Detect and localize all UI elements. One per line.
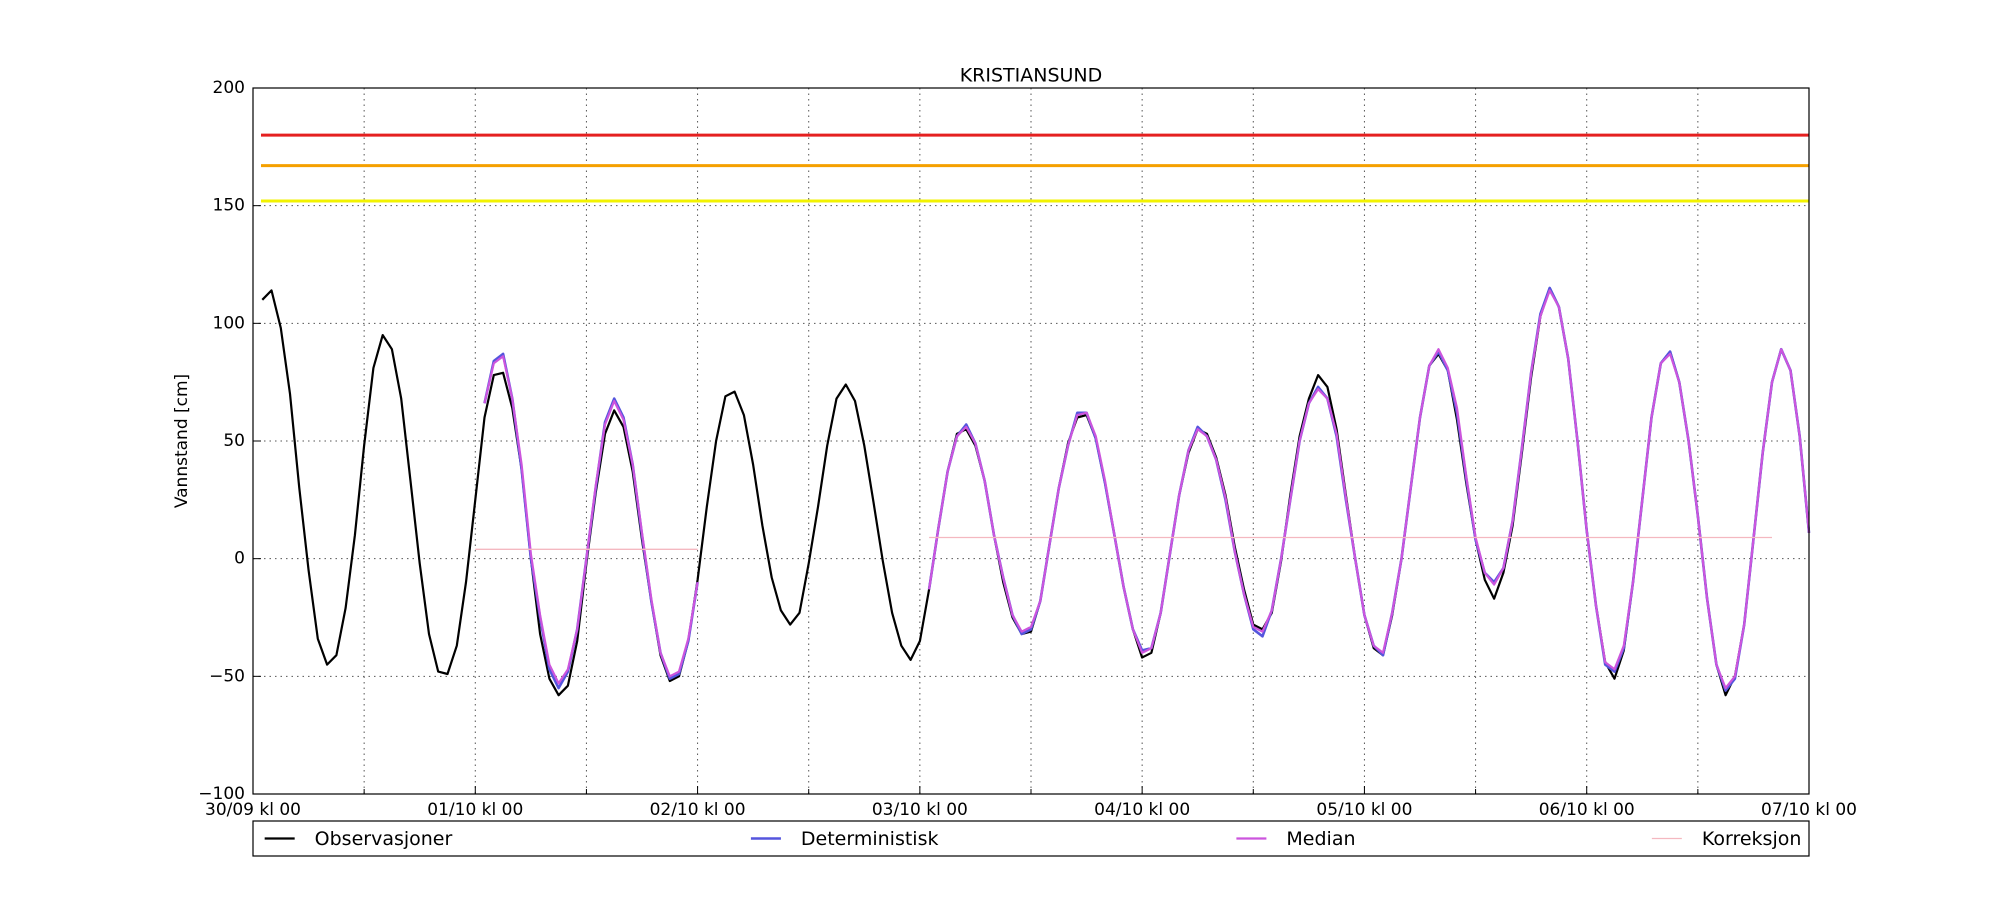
x-tick-label: 06/10 kl 00: [1539, 800, 1635, 820]
series-line: [928, 289, 1811, 690]
plot-frame: [252, 87, 1810, 795]
y-tick-label: 100: [213, 313, 245, 333]
x-tick-label: 03/10 kl 00: [872, 800, 968, 820]
x-tick-label: 02/10 kl 00: [650, 800, 746, 820]
y-tick-label: 200: [213, 78, 245, 98]
x-tick-label: 04/10 kl 00: [1094, 800, 1190, 820]
y-tick-label: −100: [198, 784, 245, 804]
x-tick-label: 30/09 kl 00: [205, 800, 301, 820]
y-axis-label: Vannstand [cm]: [172, 374, 192, 508]
legend-frame: [252, 820, 1810, 857]
y-tick-label: 0: [234, 549, 245, 569]
legend-label: Deterministisk: [801, 828, 939, 850]
legend-label: Observasjoner: [315, 828, 453, 850]
x-tick-label: 07/10 kl 00: [1761, 800, 1857, 820]
y-tick-label: 50: [223, 431, 245, 451]
series-line: [261, 286, 1811, 697]
legend-label: Korreksjon: [1702, 828, 1802, 850]
x-tick-label: 05/10 kl 00: [1316, 800, 1412, 820]
series-line: [483, 355, 699, 685]
chart-title: KRISTIANSUND: [960, 65, 1103, 87]
legend-label: Median: [1286, 828, 1355, 850]
y-tick-label: 150: [213, 196, 245, 216]
y-tick-label: −50: [209, 666, 245, 686]
x-tick-label: 01/10 kl 00: [427, 800, 523, 820]
